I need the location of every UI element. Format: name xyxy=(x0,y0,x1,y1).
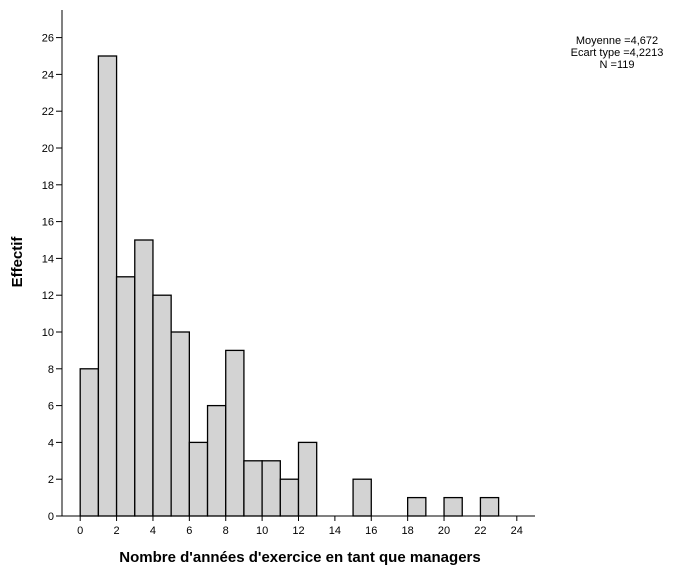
y-tick-label: 10 xyxy=(42,327,54,339)
stat-line: Moyenne =4,672 xyxy=(576,35,658,47)
y-tick-label: 2 xyxy=(48,474,54,486)
x-tick-label: 8 xyxy=(223,525,229,537)
y-tick-label: 20 xyxy=(42,143,54,155)
y-tick-label: 4 xyxy=(48,437,54,449)
histogram-bar xyxy=(297,441,318,517)
x-tick-label: 24 xyxy=(511,525,523,537)
histogram-bar xyxy=(352,478,372,517)
x-tick-label: 6 xyxy=(186,525,192,537)
x-tick-label: 16 xyxy=(365,525,377,537)
y-tick-label: 12 xyxy=(42,290,54,302)
histogram-bar xyxy=(79,368,100,517)
x-tick-label: 14 xyxy=(329,525,341,537)
stat-line: Ecart type =4,2213 xyxy=(571,47,664,59)
y-tick-label: 22 xyxy=(42,106,54,118)
histogram-bar xyxy=(279,478,300,517)
y-tick-label: 8 xyxy=(48,364,54,376)
y-tick-label: 26 xyxy=(42,33,54,45)
x-tick-label: 0 xyxy=(77,525,83,537)
bars-group xyxy=(79,55,500,517)
x-tick-label: 22 xyxy=(474,525,486,537)
stat-line: N =119 xyxy=(600,59,635,71)
x-tick-label: 20 xyxy=(438,525,450,537)
histogram-bar xyxy=(188,441,209,517)
histogram-bar xyxy=(225,349,245,517)
histogram-bar xyxy=(115,276,136,517)
histogram-bar xyxy=(407,496,427,517)
y-tick-label: 16 xyxy=(42,217,54,229)
histogram-bar xyxy=(443,496,463,517)
histogram-bar xyxy=(206,404,227,517)
histogram-bar xyxy=(97,55,118,517)
histogram-bar xyxy=(261,460,281,517)
x-tick-label: 10 xyxy=(256,525,268,537)
histogram-bar xyxy=(152,294,172,517)
x-tick-label: 2 xyxy=(114,525,120,537)
y-tick-label: 18 xyxy=(42,180,54,192)
x-tick-label: 12 xyxy=(292,525,304,537)
y-tick-label: 14 xyxy=(42,253,54,265)
y-axis-title: Effectif xyxy=(9,236,26,288)
x-tick-label: 4 xyxy=(150,525,156,537)
histogram-bar xyxy=(479,496,500,517)
x-tick-label: 18 xyxy=(402,525,414,537)
y-tick-label: 6 xyxy=(48,401,54,413)
histogram-bar xyxy=(243,460,263,517)
y-tick-label: 24 xyxy=(42,69,54,81)
x-axis-title: Nombre d'années d'exercice en tant que m… xyxy=(119,549,480,566)
histogram-bar xyxy=(170,331,190,517)
x-axis-ticks: 0 2 4 6 8 10 12 14 16 18 20 22 24 xyxy=(77,516,523,537)
y-tick-label: 0 xyxy=(48,511,54,523)
histogram-bar xyxy=(134,239,154,517)
